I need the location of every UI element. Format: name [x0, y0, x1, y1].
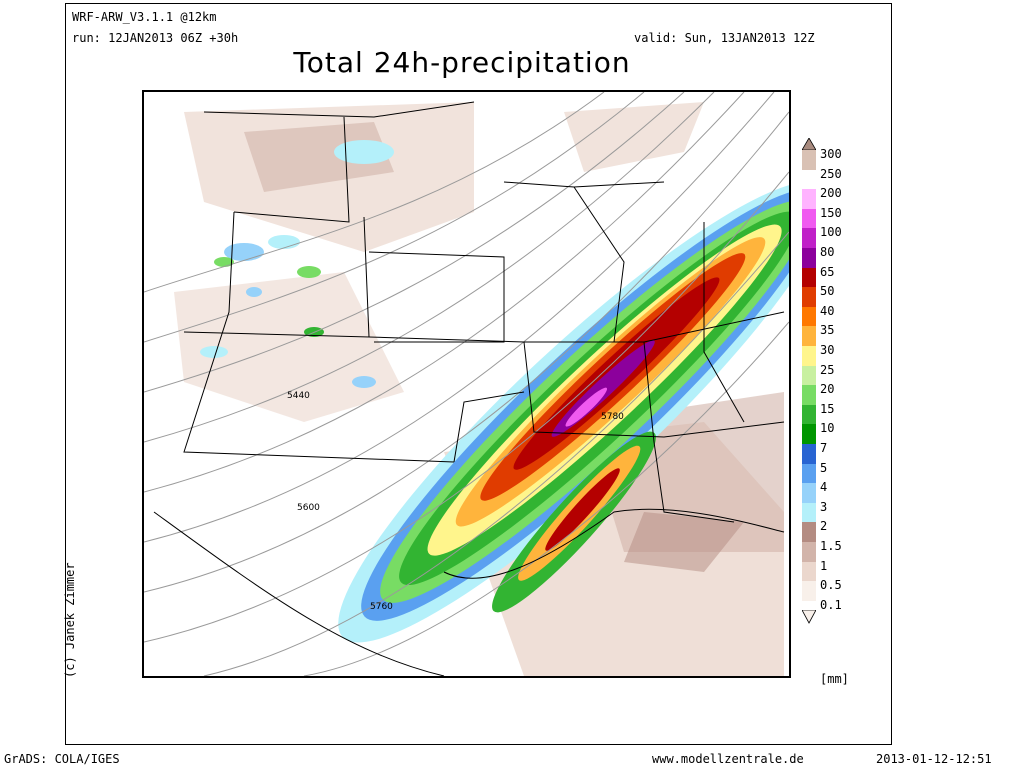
contour-label: 5440 — [287, 391, 310, 401]
map-title: Total 24h-precipitation — [293, 46, 631, 79]
legend-label: 30 — [820, 343, 835, 357]
main-precip-band — [338, 181, 789, 643]
contour-label: 5780 — [601, 412, 624, 422]
legend-swatch — [802, 561, 816, 582]
contour-label: 5760 — [370, 602, 393, 612]
legend-label: 2 — [820, 519, 828, 534]
legend-bottom-arrow — [802, 610, 816, 624]
legend-label: 250 — [820, 166, 842, 181]
contour-label: 5600 — [297, 503, 320, 513]
legend-swatch — [802, 326, 816, 346]
footer-left: GrADS: COLA/IGES — [4, 752, 120, 766]
legend-unit: [mm] — [820, 672, 849, 686]
run-label: run: 12JAN2013 06Z +30h — [72, 31, 239, 45]
state-borders — [153, 101, 785, 676]
legend-swatch — [802, 404, 816, 425]
footer-right: 2013-01-12-12:51 — [876, 752, 992, 766]
legend-label: 15 — [820, 401, 835, 416]
legend-swatch — [802, 444, 816, 464]
legend-swatch — [802, 208, 816, 229]
legend-swatch — [802, 189, 816, 209]
legend-label: 10 — [820, 421, 835, 436]
height-contours — [144, 92, 789, 676]
legend-top-arrow — [802, 138, 816, 150]
credit-text: (c) Janek Zimmer — [63, 562, 77, 678]
footer-center: www.modellzentrale.de — [652, 752, 804, 766]
legend-swatch — [802, 522, 816, 542]
precipitation-map: 5440 5600 5760 5780 — [142, 90, 791, 678]
legend-label: 200 — [820, 186, 842, 201]
legend-label: 3 — [820, 499, 828, 514]
legend-label: 4 — [820, 480, 828, 495]
legend-swatch — [802, 424, 816, 444]
legend-swatch — [802, 306, 816, 327]
legend-label: 1 — [820, 558, 828, 573]
legend-swatch — [802, 581, 816, 601]
legend-swatch — [802, 346, 816, 366]
model-label: WRF-ARW_V3.1.1 @12km — [72, 10, 217, 24]
legend-label: 65 — [820, 264, 835, 279]
legend-swatch — [802, 228, 816, 248]
valid-label: valid: Sun, 13JAN2013 12Z — [634, 31, 815, 45]
legend-swatch — [802, 463, 816, 484]
legend-label: 0.5 — [820, 578, 842, 593]
legend-label: 5 — [820, 460, 828, 475]
legend-swatch — [802, 502, 816, 523]
legend-label: 80 — [820, 245, 835, 259]
legend-label: 35 — [820, 323, 835, 338]
legend-swatch — [802, 169, 816, 190]
contour-label-group: 5440 5600 5760 5780 — [287, 391, 624, 612]
legend-swatch — [802, 483, 816, 503]
legend-swatch — [802, 385, 816, 405]
legend-label: 0.1 — [820, 597, 842, 612]
legend-swatch — [802, 365, 816, 386]
western-precip-blobs — [200, 140, 394, 388]
legend-label: 7 — [820, 441, 828, 455]
legend-label: 1.5 — [820, 539, 842, 553]
legend-label: 50 — [820, 284, 835, 299]
legend-label: 300 — [820, 147, 842, 161]
legend-label: 150 — [820, 205, 842, 220]
legend-swatch — [802, 542, 816, 562]
legend-label: 20 — [820, 382, 835, 397]
legend-label: 40 — [820, 303, 835, 318]
secondary-precip-band — [492, 431, 656, 613]
legend-swatch — [802, 287, 816, 307]
legend-swatch — [802, 150, 816, 170]
plot-frame — [65, 3, 892, 745]
legend-swatch — [802, 248, 816, 268]
legend-label: 25 — [820, 362, 835, 377]
legend-label: 100 — [820, 225, 842, 240]
legend-swatch — [802, 267, 816, 288]
